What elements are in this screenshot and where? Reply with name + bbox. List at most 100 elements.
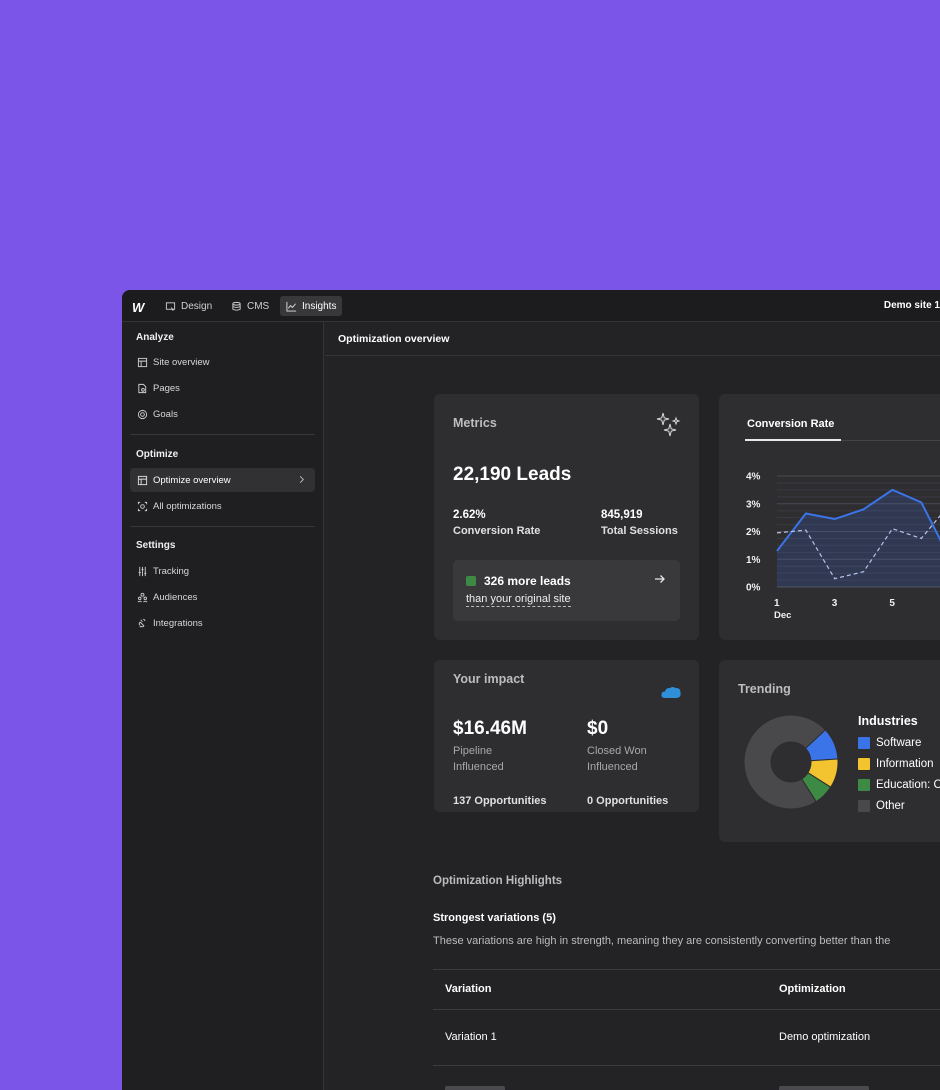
legend-item-education: Education: C bbox=[858, 779, 940, 791]
strongest-variations-title: Strongest variations (5) bbox=[433, 912, 556, 924]
arrow-right-icon[interactable] bbox=[653, 572, 667, 586]
sidebar-item-audiences[interactable]: Audiences bbox=[130, 585, 315, 609]
page-search-icon bbox=[138, 383, 147, 393]
tab-insights-label: Insights bbox=[302, 300, 337, 312]
sessions-value: 845,919 bbox=[601, 509, 643, 521]
donut-slice-other bbox=[743, 714, 826, 810]
layout-icon bbox=[137, 475, 148, 485]
more-leads-box[interactable]: 326 more leads than your original site bbox=[453, 560, 680, 621]
metrics-card: Metrics 22,190 Leads 2.62% Conversion Ra… bbox=[434, 394, 699, 640]
sidebar-item-optimize-overview[interactable]: Optimize overview bbox=[130, 468, 315, 492]
leads-value: 22,190 Leads bbox=[453, 464, 572, 485]
sidebar-divider bbox=[130, 526, 315, 527]
closed-won-value: $0 bbox=[587, 718, 609, 739]
pipeline-value: $16.46M bbox=[453, 718, 527, 739]
design-icon bbox=[165, 301, 176, 311]
series-area-solid bbox=[777, 489, 940, 587]
table-header: Variation Optimization bbox=[433, 969, 940, 1009]
series-line-solid bbox=[776, 488, 940, 552]
closed-opportunities: 0 Opportunities bbox=[587, 795, 669, 807]
legend-item-software: Software bbox=[858, 737, 921, 749]
tab-baseline bbox=[841, 440, 940, 441]
section-title-analyze: Analyze bbox=[136, 332, 174, 343]
optimization-cell: Demo optimization bbox=[779, 1031, 871, 1043]
trending-card: Trending Industries Software Information… bbox=[719, 660, 940, 842]
tab-conversion-rate[interactable]: Conversion Rate bbox=[747, 418, 835, 430]
chart-line-icon bbox=[286, 301, 297, 312]
active-tab-underline bbox=[745, 439, 841, 441]
trending-title: Trending bbox=[738, 682, 791, 696]
chevron-right-icon bbox=[299, 475, 304, 484]
tab-insights[interactable]: Insights bbox=[280, 296, 343, 316]
y-tick-label: 3% bbox=[746, 499, 761, 510]
more-leads-value: 326 more leads bbox=[484, 574, 571, 588]
sidebar-item-all-optimizations[interactable]: All optimizations bbox=[130, 494, 315, 518]
x-sublabel: Dec bbox=[774, 610, 791, 621]
conversion-line-chart: 4%3%2%1%0%1357Dec bbox=[746, 472, 940, 621]
variation-cell-partial bbox=[445, 1086, 505, 1090]
sidebar-item-label: Audiences bbox=[153, 591, 198, 603]
pipeline-label-line1: Pipeline bbox=[453, 745, 493, 757]
legend-swatch bbox=[858, 737, 870, 749]
legend-item-information: Information bbox=[858, 758, 934, 770]
conversion-value: 2.62% bbox=[453, 509, 486, 521]
legend-label: Information bbox=[876, 758, 934, 770]
sidebar: Analyze Site overview Pages Goals Optimi… bbox=[122, 322, 324, 1090]
column-header-optimization[interactable]: Optimization bbox=[779, 983, 846, 995]
x-tick-label: 1 bbox=[774, 598, 780, 609]
legend-label: Education: C bbox=[876, 779, 940, 791]
sidebar-item-label: Optimize overview bbox=[153, 474, 231, 486]
top-bar: W Design CMS Insights Demo site 1 bbox=[122, 290, 940, 322]
more-leads-sub: than your original site bbox=[466, 593, 571, 607]
table-row[interactable]: Variation 1 Demo optimization bbox=[433, 1009, 940, 1065]
trend-up-icon bbox=[466, 576, 476, 586]
sidebar-item-integrations[interactable]: Integrations bbox=[130, 611, 315, 635]
legend-label: Software bbox=[876, 737, 922, 749]
metrics-title: Metrics bbox=[453, 416, 497, 430]
table-row-partial[interactable] bbox=[433, 1065, 940, 1090]
legend-item-other: Other bbox=[858, 800, 905, 812]
tab-cms[interactable]: CMS bbox=[225, 296, 275, 316]
sidebar-item-label: All optimizations bbox=[153, 500, 222, 512]
column-header-variation[interactable]: Variation bbox=[445, 983, 492, 995]
conversion-label: Conversion Rate bbox=[453, 525, 541, 537]
section-title-optimize: Optimize bbox=[136, 449, 179, 460]
optimization-cell-partial bbox=[779, 1086, 869, 1090]
legend-swatch bbox=[858, 758, 870, 770]
series-line-dashed bbox=[776, 515, 940, 580]
legend-title: Industries bbox=[858, 714, 918, 728]
tab-cms-label: CMS bbox=[247, 300, 270, 312]
sidebar-item-label: Site overview bbox=[153, 356, 210, 368]
strongest-variations-description: These variations are high in strength, m… bbox=[433, 935, 891, 947]
variation-cell: Variation 1 bbox=[445, 1031, 497, 1043]
y-tick-label: 0% bbox=[746, 583, 761, 594]
sidebar-item-pages[interactable]: Pages bbox=[130, 376, 315, 400]
x-tick-label: 5 bbox=[889, 598, 895, 609]
closed-won-label-line1: Closed Won bbox=[587, 745, 647, 757]
pipeline-label-line2: Influenced bbox=[453, 761, 504, 773]
tab-design-label: Design bbox=[181, 300, 213, 312]
conversion-rate-card: Conversion Rate 4%3%2%1%0%1357Dec bbox=[719, 394, 940, 640]
optimize-target-icon bbox=[137, 501, 148, 511]
sidebar-divider bbox=[130, 434, 315, 435]
sidebar-item-site-overview[interactable]: Site overview bbox=[130, 350, 315, 374]
impact-card: Your impact $16.46M Pipeline Influenced … bbox=[434, 660, 699, 812]
webflow-logo[interactable]: W bbox=[132, 300, 144, 315]
pipeline-opportunities: 137 Opportunities bbox=[453, 795, 547, 807]
sparkles-icon bbox=[656, 412, 681, 437]
page-title: Optimization overview bbox=[325, 322, 940, 356]
y-tick-label: 2% bbox=[746, 527, 761, 538]
sidebar-item-goals[interactable]: Goals bbox=[130, 402, 315, 426]
sessions-label: Total Sessions bbox=[601, 525, 678, 537]
sidebar-item-tracking[interactable]: Tracking bbox=[130, 559, 315, 583]
database-icon bbox=[232, 301, 241, 311]
sidebar-item-label: Pages bbox=[153, 382, 180, 394]
tab-design[interactable]: Design bbox=[159, 296, 218, 316]
layout-icon bbox=[137, 357, 148, 367]
legend-swatch bbox=[858, 800, 870, 812]
target-icon bbox=[137, 409, 148, 419]
industries-donut-chart bbox=[743, 714, 839, 810]
site-name[interactable]: Demo site 1 bbox=[883, 300, 940, 311]
sidebar-item-label: Goals bbox=[153, 408, 178, 420]
x-tick-label: 3 bbox=[832, 598, 838, 609]
